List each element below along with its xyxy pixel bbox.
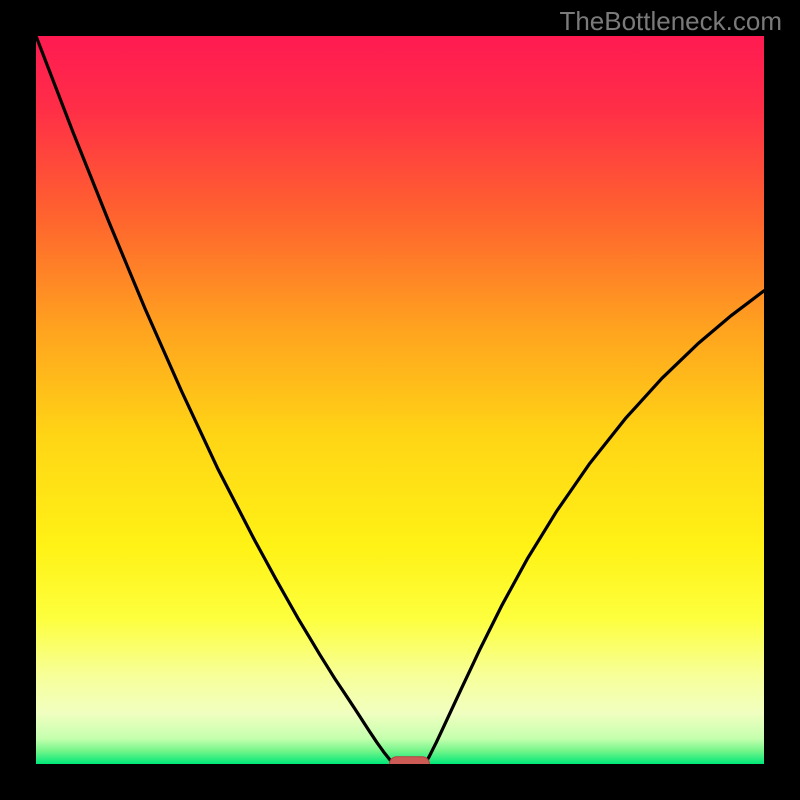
figure-container: TheBottleneck.com <box>0 0 800 800</box>
gradient-background <box>36 36 764 764</box>
watermark-text: TheBottleneck.com <box>559 6 782 37</box>
chart-svg <box>36 36 764 764</box>
plot-area <box>36 36 764 764</box>
bottleneck-marker <box>389 757 429 764</box>
